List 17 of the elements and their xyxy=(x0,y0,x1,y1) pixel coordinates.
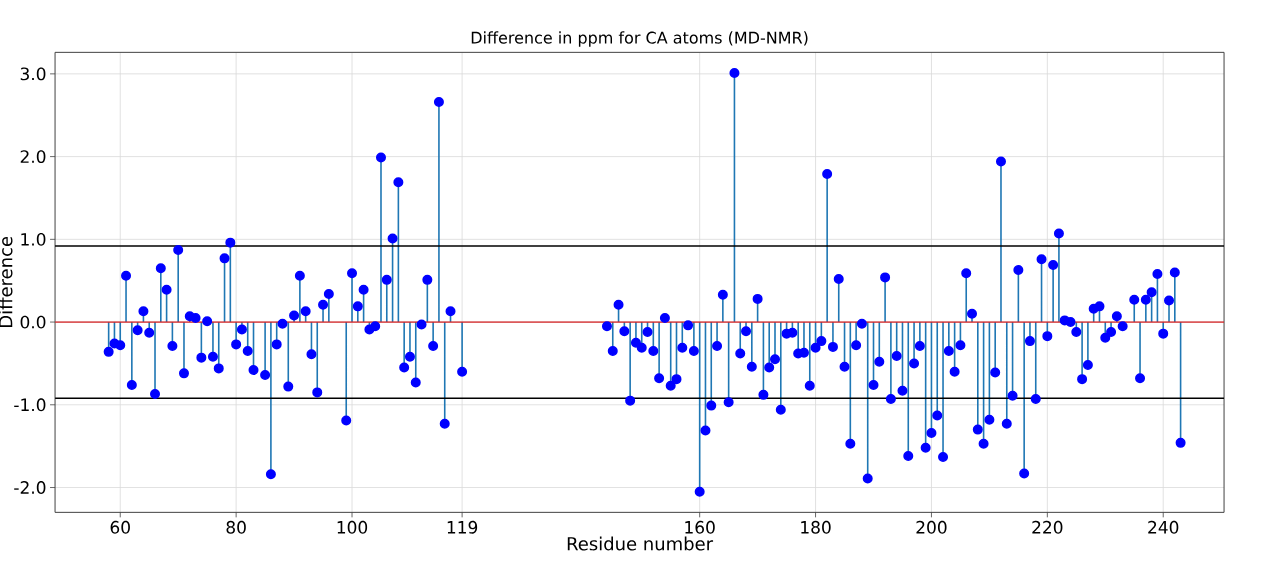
x-tick-label: 180 xyxy=(801,520,831,534)
x-tick-label: 200 xyxy=(916,520,947,534)
y-tick-label: -2.0 xyxy=(14,481,46,494)
y-tick-label: 2.0 xyxy=(20,150,46,164)
x-tick-label: 80 xyxy=(226,520,246,534)
x-tick-label: 240 xyxy=(1148,520,1179,534)
x-axis-title: Residue number xyxy=(567,536,714,551)
y-tick-label: 3.0 xyxy=(20,67,46,81)
x-tick-label: 119 xyxy=(447,520,478,534)
x-tick-label: 100 xyxy=(337,520,368,534)
x-tick-label: 60 xyxy=(110,520,130,534)
y-tick-label: -1.0 xyxy=(14,398,46,412)
y-tick-label: 0.0 xyxy=(20,315,46,329)
y-tick-label: 1.0 xyxy=(21,232,46,246)
x-tick-label: 220 xyxy=(1032,520,1063,534)
chart-title: Difference in ppm for CA atoms (MD-NMR) xyxy=(471,31,808,47)
x-tick-label: 160 xyxy=(685,520,715,534)
